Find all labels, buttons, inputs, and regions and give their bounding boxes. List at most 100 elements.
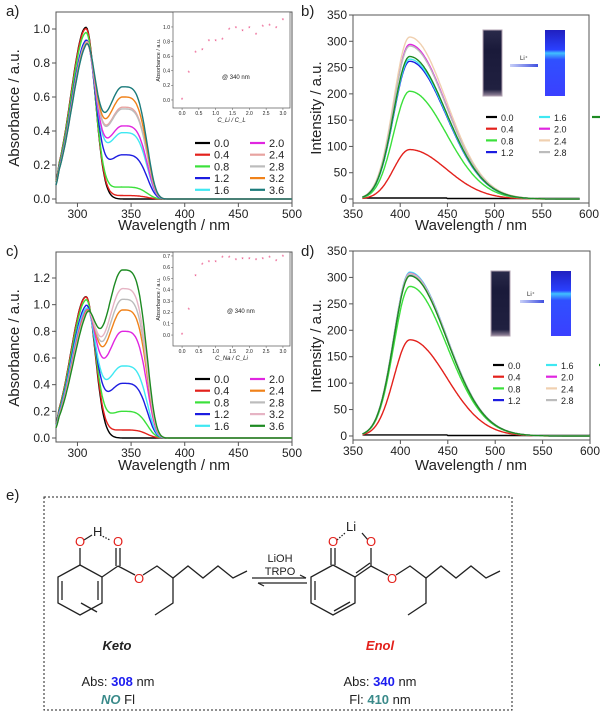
data-point: *	[235, 258, 238, 264]
y-tick-label: 1.0	[33, 298, 50, 312]
x-tick-label: 3.0	[279, 349, 286, 355]
keto-hydrogen: H	[93, 524, 102, 539]
y-tick-label: 0.6	[33, 90, 50, 104]
x-tick-label: 400	[390, 207, 410, 221]
legend-label: 0.0	[501, 113, 514, 123]
y-axis-label: Intensity / a.u.	[308, 299, 325, 392]
vial-after-image	[545, 30, 565, 96]
data-point: *	[201, 263, 204, 269]
x-tick-label: 1.0	[212, 349, 219, 355]
y-tick-label: 50	[334, 166, 348, 180]
x-tick-label: 550	[533, 444, 553, 458]
legend-label: 2.0	[561, 373, 574, 383]
abs-prefix: Abs:	[344, 674, 374, 689]
y-tick-label: 0.4	[163, 69, 170, 75]
x-tick-label: 0.0	[179, 111, 186, 117]
data-point: *	[215, 261, 218, 267]
annotation: @ 340 nm	[222, 75, 250, 81]
y-tick-label: 300	[327, 34, 347, 48]
data-point: *	[241, 257, 244, 263]
x-tick-label: 400	[390, 444, 410, 458]
legend-label: 2.4	[561, 384, 574, 394]
y-tick-label: 0.0	[33, 192, 50, 206]
reagent-trpo: TRPO	[265, 566, 296, 578]
y-tick-label: 0	[340, 429, 347, 443]
y-tick-label: 0.2	[33, 158, 50, 172]
data-point: *	[268, 256, 271, 262]
scheme-frame	[43, 496, 513, 711]
y-axis-label: Absorbance / a.u.	[6, 49, 23, 167]
enol-abs-value: 340	[373, 674, 395, 689]
enol-fl-text: Fl: 410 nm	[349, 692, 410, 707]
data-point: *	[208, 261, 211, 267]
x-tick-label: 450	[437, 207, 457, 221]
vial-photo-d: Li⁺	[490, 270, 571, 337]
legend-label: 0.8	[501, 136, 514, 146]
y-tick-label: 350	[327, 244, 347, 258]
x-tick-label: 1.0	[212, 111, 219, 117]
y-tick-label: 0.6	[33, 351, 50, 365]
data-point: *	[262, 25, 265, 31]
legend-label: 3.6	[269, 421, 284, 433]
legend-label: 0.4	[501, 125, 514, 135]
y-tick-label: 200	[327, 323, 347, 337]
keto-structure	[57, 534, 248, 616]
x-tick-label: 0.5	[195, 111, 202, 117]
x-tick-label: 0.5	[195, 349, 202, 355]
data-point: *	[255, 258, 258, 264]
y-tick-label: 0.0	[163, 333, 170, 339]
y-tick-label: 0.2	[33, 404, 50, 418]
y-tick-label: 250	[327, 297, 347, 311]
plot-frame	[352, 250, 591, 441]
enol-structure	[310, 532, 501, 616]
data-point: *	[181, 98, 184, 104]
vial-before-image	[482, 29, 503, 97]
keto-oxygen: O	[75, 534, 85, 549]
legend-label: 2.0	[269, 374, 284, 386]
legend-label: 0.0	[508, 361, 521, 371]
y-tick-label: 150	[327, 350, 347, 364]
panel-label-e: e)	[6, 487, 19, 504]
x-tick-label: 450	[228, 446, 248, 460]
plot-frame	[352, 14, 590, 204]
y-tick-label: 200	[327, 87, 347, 101]
x-tick-label: 3.0	[279, 111, 286, 117]
series-line-0.4	[362, 148, 580, 200]
panel-label-a: a)	[6, 3, 19, 20]
data-point: *	[208, 40, 211, 46]
chart-c: 300 350 400 450 500 0.0 0.2 0.4 0.6 0.8 1.0 1.2 Wave…	[6, 251, 302, 474]
x-tick-label: 2.0	[246, 111, 253, 117]
y-axis-label: Absorbance / a.u.	[6, 289, 23, 407]
keto-abs-value: 308	[111, 674, 133, 689]
data-point: *	[248, 257, 251, 263]
data-point: *	[275, 26, 278, 32]
legend-label: 2.4	[554, 136, 567, 146]
data-point: *	[262, 257, 265, 263]
legend-label: 1.2	[214, 409, 229, 421]
x-tick-label: 500	[282, 207, 302, 221]
legend-label: 0.8	[508, 384, 521, 394]
legend-label: 0.8	[214, 161, 229, 173]
data-point: *	[215, 40, 218, 46]
enol-label: Enol	[366, 638, 395, 653]
y-tick-label: 0.6	[163, 265, 170, 271]
keto-label: Keto	[103, 638, 132, 653]
series-line-3.2	[362, 275, 590, 437]
abs-prefix: Abs:	[82, 674, 112, 689]
vial-photo-b: Li⁺	[482, 29, 565, 97]
arrow-icon	[520, 300, 544, 303]
x-tick-label: 0.0	[179, 349, 186, 355]
chart-b: 350 400 450 500 550 600 0 50 100 150 200 250 300 350 W…	[308, 8, 600, 234]
enol-lithium: Li	[346, 519, 356, 534]
y-tick-label: 1.0	[33, 22, 50, 36]
keto-abs-text: Abs: 308 nm	[82, 674, 155, 689]
legend-label: 1.2	[214, 173, 229, 185]
data-point: *	[221, 256, 224, 262]
x-axis-label: C_Na / C_Li	[215, 356, 248, 362]
y-tick-label: 350	[327, 8, 347, 22]
panel-label-b: b)	[301, 3, 314, 20]
y-tick-label: 0.4	[33, 378, 50, 392]
chart-a: 300 350 400 450 500 0.0 0.2 0.4 0.6 0.8 1.0 Wavelen…	[6, 11, 302, 234]
legend-label: 3.2	[269, 409, 284, 421]
x-tick-label: 300	[67, 446, 87, 460]
